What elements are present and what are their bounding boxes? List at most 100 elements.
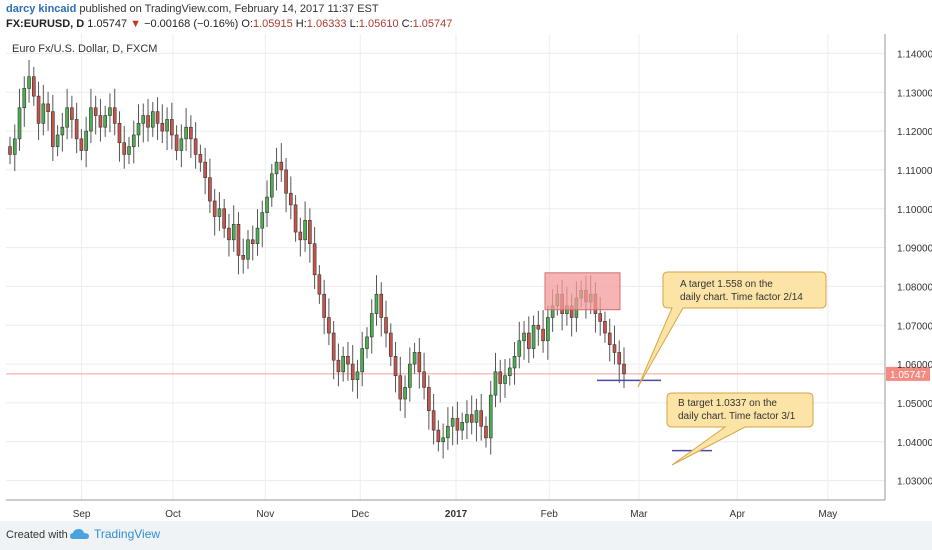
- y-tick-label: 1.06000: [897, 360, 932, 371]
- y-tick-label: 1.12000: [897, 127, 932, 138]
- callout-a-line: A target 1.558 on the: [680, 279, 773, 290]
- candle: [174, 125, 179, 161]
- x-tick-label: Mar: [630, 509, 648, 520]
- candle-body: [246, 239, 250, 260]
- target-box: [544, 272, 621, 311]
- candle: [193, 122, 198, 169]
- quote-line: FX:EURUSD, D 1.05747 ▼ −0.00168 (−0.16%)…: [6, 18, 452, 30]
- candle-body: [341, 356, 345, 373]
- candle: [317, 265, 322, 304]
- candle-body: [398, 375, 403, 400]
- candle-body: [260, 212, 265, 229]
- high-label: H:: [295, 18, 307, 30]
- candle: [93, 95, 98, 135]
- candle: [327, 298, 331, 346]
- candle-body: [298, 231, 303, 241]
- candle: [536, 310, 541, 346]
- candle: [179, 124, 184, 168]
- candle-body: [441, 437, 445, 443]
- candle-body: [127, 146, 131, 155]
- candle: [603, 311, 607, 343]
- candle-body: [93, 107, 98, 116]
- candle: [312, 227, 317, 290]
- candle: [31, 67, 36, 106]
- candle: [155, 97, 160, 141]
- candle-body: [474, 410, 479, 423]
- candle-body: [208, 177, 212, 202]
- candle-body: [355, 371, 360, 380]
- x-tick-label: Sep: [73, 509, 91, 520]
- author-link[interactable]: darcy kincaid: [6, 3, 77, 15]
- last-price-tag: [886, 366, 930, 381]
- candle: [146, 98, 150, 142]
- candle: [484, 416, 488, 448]
- candle: [46, 91, 50, 131]
- candle: [127, 136, 131, 165]
- candles: [8, 60, 626, 459]
- candle-body: [74, 119, 79, 140]
- y-tick-label: 1.09000: [897, 244, 932, 255]
- candle-body: [322, 293, 326, 318]
- candle-body: [98, 115, 103, 128]
- candle: [417, 338, 422, 389]
- tradingview-link[interactable]: TradingView: [70, 527, 160, 541]
- candle-body: [498, 371, 503, 384]
- candle: [198, 144, 203, 172]
- x-tick-label: May: [818, 509, 837, 520]
- candle-body: [527, 332, 531, 349]
- candle-body: [231, 223, 236, 241]
- candle-body: [503, 375, 507, 384]
- candle-body: [17, 107, 22, 140]
- candle: [108, 93, 112, 133]
- change-value: −0.00168 (−0.16%): [144, 18, 239, 30]
- candle-body: [269, 173, 274, 198]
- candle-body: [184, 126, 188, 140]
- y-tick-label: 1.03000: [897, 477, 932, 488]
- candle: [84, 116, 88, 168]
- price-chart[interactable]: 1.05747 A target 1.558 on the daily chart…: [0, 0, 932, 521]
- candle-body: [174, 134, 179, 151]
- candle: [231, 205, 236, 252]
- footer: Created with TradingView: [0, 521, 932, 550]
- callout-a-line: daily chart. Time factor 2/14: [680, 292, 803, 303]
- candle: [212, 188, 217, 236]
- candle-body: [312, 243, 317, 276]
- candle: [336, 343, 341, 387]
- candle-body: [417, 352, 422, 373]
- candle: [365, 327, 369, 359]
- candle: [293, 195, 298, 242]
- candle: [41, 84, 46, 136]
- candle-body: [193, 138, 198, 155]
- candle: [165, 107, 169, 151]
- candle: [89, 88, 93, 144]
- candle: [246, 230, 250, 269]
- candle-body: [450, 418, 455, 427]
- candle: [488, 380, 493, 455]
- candle-body: [350, 363, 355, 380]
- candle: [465, 400, 469, 440]
- close-label: C:: [401, 18, 413, 30]
- candle-body: [612, 344, 617, 353]
- candle: [150, 101, 155, 137]
- candle: [141, 103, 146, 143]
- candle-body: [136, 123, 141, 136]
- candle: [36, 81, 41, 141]
- candle-body: [165, 119, 169, 132]
- candle-body: [179, 138, 184, 151]
- candle-body: [8, 146, 12, 155]
- candle-body: [541, 328, 545, 342]
- candle: [12, 124, 17, 172]
- x-tick-label: Apr: [730, 509, 746, 520]
- candle: [541, 310, 545, 353]
- down-arrow-icon: ▼: [130, 18, 142, 30]
- candle: [374, 275, 379, 326]
- candle: [208, 158, 212, 214]
- candle: [455, 401, 460, 445]
- candle-body: [327, 317, 331, 334]
- candle: [355, 359, 360, 399]
- candle: [103, 105, 107, 137]
- candle: [384, 300, 388, 348]
- candle: [65, 88, 69, 140]
- candle: [474, 398, 479, 442]
- y-tick-label: 1.07000: [897, 321, 932, 332]
